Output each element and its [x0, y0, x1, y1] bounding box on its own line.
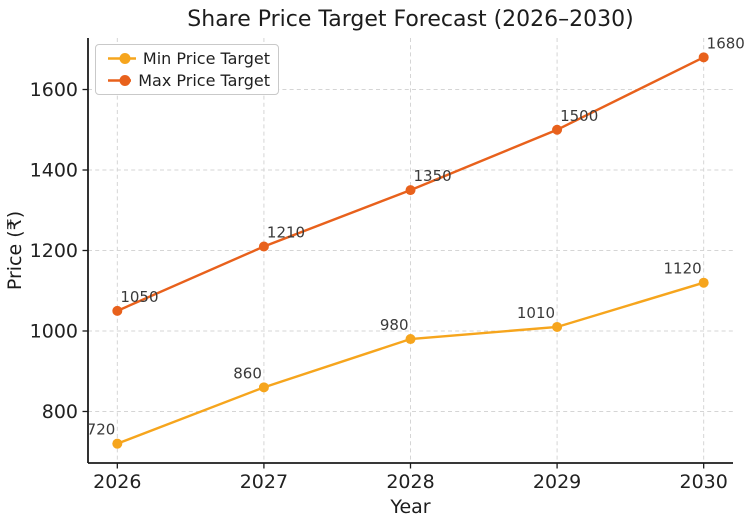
tick-marks	[82, 88, 705, 469]
point-label: 980	[380, 316, 409, 334]
point-label: 1210	[267, 223, 305, 241]
point-label: 1120	[663, 260, 701, 278]
legend-label: Min Price Target	[142, 49, 270, 69]
legend-item-min-price-target: Min Price Target	[106, 49, 270, 68]
point-label: 860	[233, 364, 262, 382]
x-tick-label: 2030	[680, 471, 728, 493]
x-tick-label: 2029	[533, 471, 581, 493]
point-label: 1010	[517, 304, 555, 322]
tick-labels: 2026 2027 2028 2029 2030 800 1000 1200 1400 1600	[30, 79, 728, 493]
y-tick-label: 1200	[30, 240, 78, 262]
legend-label: Max Price Target	[138, 70, 270, 90]
data-point-marker	[112, 305, 123, 316]
y-tick-label: 1400	[30, 160, 78, 182]
point-label: 1350	[414, 167, 452, 185]
data-point-marker	[112, 438, 123, 449]
data-point-marker	[698, 52, 709, 63]
series-max-price-target: 1050 1210 1350 1500 1680	[112, 34, 745, 316]
legend-line-marker-icon	[108, 53, 136, 65]
legend-item-max-price-target: Max Price Target	[106, 71, 270, 90]
point-label: 720	[87, 421, 116, 439]
x-tick-label: 2027	[240, 471, 288, 493]
y-tick-label: 1000	[30, 320, 78, 342]
legend-line-marker-icon	[108, 74, 132, 86]
chart-title: Share Price Target Forecast (2026–2030)	[187, 7, 634, 32]
x-tick-label: 2026	[93, 471, 141, 493]
data-point-marker	[405, 185, 416, 196]
point-label: 1500	[560, 107, 598, 125]
data-point-marker	[258, 241, 269, 252]
data-point-marker	[258, 382, 269, 393]
data-point-marker	[405, 334, 416, 345]
x-tick-label: 2028	[386, 471, 434, 493]
x-axis-label: Year	[389, 496, 430, 518]
y-tick-label: 1600	[30, 79, 78, 101]
y-tick-label: 800	[42, 401, 78, 423]
legend: Min Price Target Max Price Target	[95, 44, 279, 95]
y-axis-label: Price (₹)	[4, 211, 26, 290]
data-point-marker	[698, 277, 709, 288]
point-label: 1680	[707, 34, 745, 52]
series-min-price-target: 720 860 980 1010 1120	[87, 260, 709, 449]
data-point-marker	[552, 124, 563, 135]
data-point-marker	[552, 321, 563, 332]
point-label: 1050	[120, 288, 158, 306]
grid	[88, 38, 733, 463]
